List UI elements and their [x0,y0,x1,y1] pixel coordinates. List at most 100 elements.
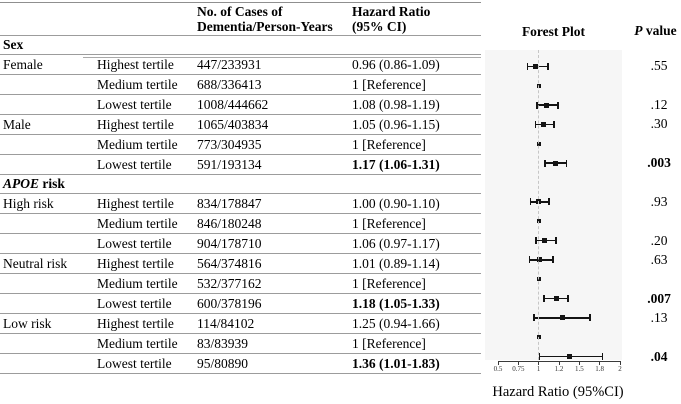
x-axis-line [498,361,621,362]
forest-plot-title: Forest Plot [521,24,586,39]
cases-cell: 95/80890 [197,355,249,371]
point-estimate-marker [541,121,547,127]
table-row: Medium tertile 846/180248 1 [Reference] [0,214,481,234]
ci-cap-right [548,198,550,206]
p-value-header-rest: value [642,23,677,38]
table-row: Female Highest tertile 447/233931 0.96 (0.8… [0,55,481,75]
p-value-header-italic: P [634,23,643,38]
group-cell: Male [3,116,31,132]
x-tick-mark [578,361,580,365]
tertile-cell: Lowest tertile [97,355,172,371]
table-row: Medium tertile 83/83939 1 [Reference] [0,334,481,354]
group-cell: Low risk [3,315,52,331]
hazard-ratio-cell: 1.05 (0.96-1.15) [352,116,440,132]
p-value: .20 [650,232,668,248]
cases-cell: 688/336413 [197,76,262,92]
tertile-cell: Lowest tertile [97,295,172,311]
table-row: Lowest tertile 904/178710 1.06 (0.97-1.17) [0,234,481,254]
hazard-ratio-cell: 1 [Reference] [352,275,426,291]
point-estimate-marker [532,63,538,69]
tertile-cell: Lowest tertile [97,156,172,172]
tertile-cell: Medium tertile [97,275,178,291]
cases-cell: 591/193134 [197,156,262,172]
p-value: .007 [647,290,671,306]
tertile-cell: Highest tertile [97,116,174,132]
cases-cell: 114/84102 [197,315,255,331]
hazard-ratio-cell: 1 [Reference] [352,76,426,92]
ci-cap-right [553,120,555,128]
point-estimate-marker [553,160,559,166]
x-tick-mark [538,361,540,365]
x-tick-label: 1 [536,365,541,373]
ci-cap-right [567,295,569,303]
ci-cap-left [526,62,529,70]
p-value: .12 [650,97,668,113]
hazard-ratio-cell: 1 [Reference] [352,335,426,351]
table-row: Lowest tertile 1008/444662 1.08 (0.98-1.19… [0,95,481,115]
group-cell: Female [3,56,43,72]
p-value: .55 [650,58,668,74]
point-estimate-marker [567,354,573,360]
ci-cap-left [543,295,545,303]
cases-cell: 904/178710 [197,235,262,251]
ci-cap-left [529,198,532,206]
table-row: Neutral risk Highest tertile 564/374816 1.0… [0,254,481,274]
x-tick-label: 2 [618,365,622,373]
header-cases-line1: No. of Cases of [197,4,283,19]
p-value: .04 [650,348,668,364]
hazard-ratio-cell: 1 [Reference] [352,136,426,152]
hazard-ratio-cell: 1.18 (1.05-1.33) [352,295,440,311]
ci-cap-left [528,256,531,264]
table-section-row: APOE risk [0,175,481,194]
plot-area-background [485,50,622,360]
reference-line [538,50,540,360]
x-axis-label: Hazard Ratio (95%CI) [492,384,624,400]
point-estimate-marker [544,102,550,108]
ci-cap-right [555,237,557,244]
table-header-row: No. of Cases of Dementia/Person-Years Ha… [0,3,481,36]
hazard-ratio-cell: 1 [Reference] [352,215,426,231]
ci-cap-left [535,237,537,244]
section-label: Sex [3,37,24,52]
section-label-italic: APOE [3,176,40,191]
hazard-ratio-cell: 1.36 (1.01-1.83) [352,355,440,371]
table-row: High risk Highest tertile 834/178847 1.00 (… [0,194,481,214]
header-hr-line1: Hazard Ratio [352,4,431,19]
hazard-ratio-cell: 1.06 (0.97-1.17) [352,235,440,251]
table-row: Medium tertile 773/304935 1 [Reference] [0,135,481,155]
point-estimate-marker [537,257,543,263]
table-section-row: Sex [0,36,481,55]
p-value: .003 [647,155,671,171]
hazard-ratio-cell: 0.96 (0.86-1.09) [352,56,440,72]
x-tick-mark [558,361,560,365]
tertile-cell: Medium tertile [97,215,178,231]
header-hr-column: Hazard Ratio (95% CI) [352,3,481,34]
x-tick-label: 1.8 [595,365,605,373]
ci-cap-right [552,256,554,264]
cases-cell: 564/374816 [197,255,262,271]
table-row: Lowest tertile 591/193134 1.17 (1.06-1.31) [0,155,481,175]
cases-cell: 773/304935 [197,136,262,152]
ci-cap-left [534,120,537,128]
table-row: Low risk Highest tertile 114/84102 1.25 (0.… [0,314,481,334]
ci-cap-left [538,353,541,361]
x-tick-label: 1.5 [574,365,584,373]
group-cell: Neutral risk [3,255,68,271]
tertile-cell: Lowest tertile [97,235,172,251]
x-tick-mark [619,361,621,365]
group-cell: High risk [3,195,54,211]
ci-cap-right [601,353,604,361]
ci-cap-right [547,62,549,70]
x-tick-mark [599,361,601,365]
table-row: Medium tertile 688/336413 1 [Reference] [0,75,481,95]
table-row: Male Highest tertile 1065/403834 1.05 (0.96… [0,115,481,135]
p-value-header: P value [630,23,681,39]
ci-cap-right [557,101,559,109]
ci-cap-right [565,159,568,167]
tertile-cell: Medium tertile [97,335,178,351]
tertile-cell: Medium tertile [97,136,178,152]
cases-cell: 834/178847 [197,195,262,211]
hazard-ratio-cell: 1.25 (0.94-1.66) [352,315,440,331]
p-value: .13 [650,309,668,325]
cases-cell: 1065/403834 [197,116,269,132]
